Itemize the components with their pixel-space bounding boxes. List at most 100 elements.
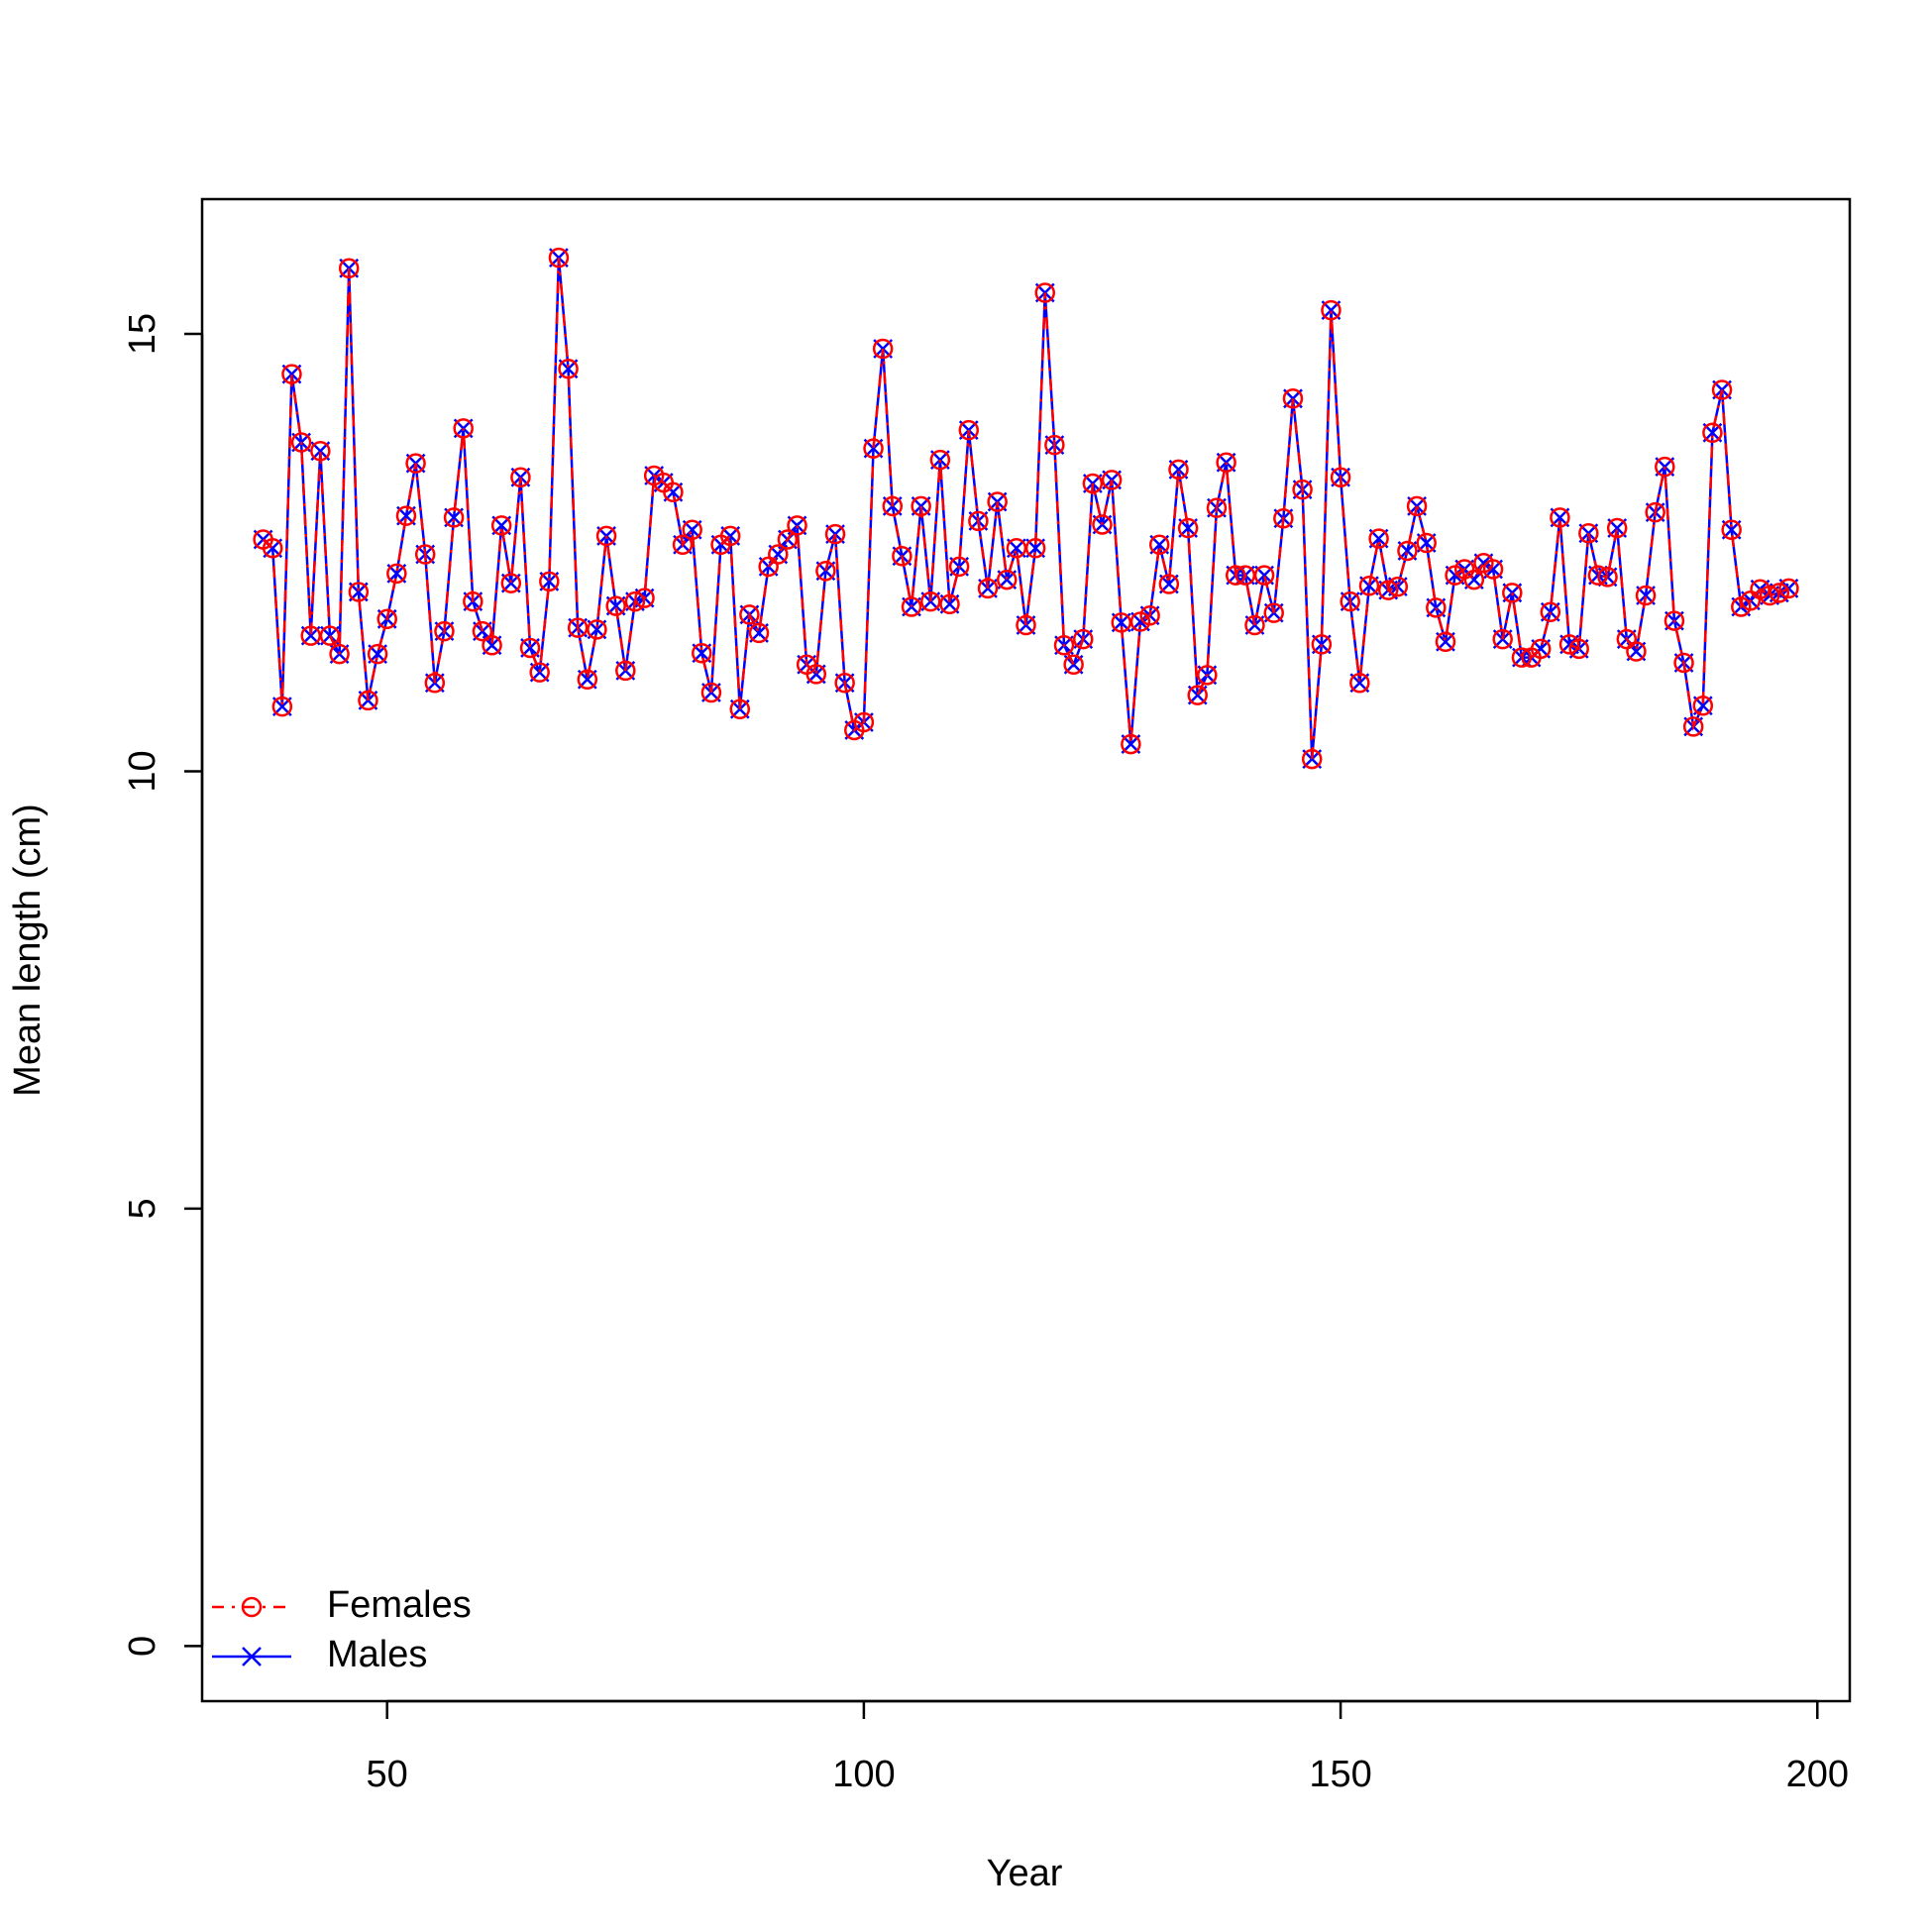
point xyxy=(634,588,655,608)
point xyxy=(1606,517,1628,539)
point xyxy=(539,571,560,592)
point xyxy=(958,419,980,441)
point xyxy=(882,495,904,517)
point xyxy=(1692,695,1714,716)
point xyxy=(977,578,999,599)
point xyxy=(911,495,931,517)
point xyxy=(386,563,407,585)
point xyxy=(1092,514,1113,535)
point xyxy=(405,453,426,474)
point xyxy=(615,660,636,682)
point xyxy=(510,467,531,488)
point xyxy=(768,544,789,565)
point xyxy=(805,664,827,685)
point xyxy=(1568,638,1589,660)
point xyxy=(672,534,694,556)
point xyxy=(1482,559,1504,580)
point xyxy=(1530,638,1552,660)
point xyxy=(558,359,579,379)
point xyxy=(863,438,884,459)
point xyxy=(338,258,360,279)
point xyxy=(929,449,951,471)
point xyxy=(1578,523,1599,544)
point xyxy=(1702,422,1723,443)
point xyxy=(853,711,875,733)
point xyxy=(262,538,283,559)
point xyxy=(1216,452,1236,474)
point xyxy=(1655,456,1675,478)
point xyxy=(920,590,941,612)
point xyxy=(1340,590,1360,612)
point xyxy=(1769,583,1790,603)
point xyxy=(729,698,751,720)
point xyxy=(1016,614,1036,636)
point xyxy=(1072,628,1094,650)
point xyxy=(1406,495,1428,517)
point xyxy=(1416,532,1437,554)
point xyxy=(1311,634,1333,655)
point xyxy=(348,582,370,602)
point xyxy=(1502,583,1523,603)
point xyxy=(577,669,598,690)
point xyxy=(519,637,541,659)
point xyxy=(1168,459,1189,481)
point xyxy=(463,590,483,612)
legend-marker xyxy=(241,1596,263,1618)
point xyxy=(376,608,397,630)
point xyxy=(1044,434,1065,456)
point xyxy=(624,590,646,612)
point xyxy=(1063,654,1084,675)
point xyxy=(1435,631,1456,653)
point xyxy=(1253,565,1275,586)
point xyxy=(567,617,589,638)
point xyxy=(719,525,741,547)
point xyxy=(1397,540,1418,562)
point xyxy=(1721,519,1742,540)
point xyxy=(1635,585,1657,606)
point xyxy=(872,338,894,360)
point xyxy=(395,505,417,526)
x-tick-label: 200 xyxy=(1786,1754,1849,1795)
point xyxy=(1301,748,1323,770)
point xyxy=(443,507,465,528)
point xyxy=(1550,507,1570,528)
point xyxy=(290,432,312,453)
point xyxy=(1558,634,1580,655)
point xyxy=(1368,528,1389,549)
point xyxy=(587,619,607,640)
point xyxy=(1148,534,1170,556)
point xyxy=(329,643,350,665)
legend-marker xyxy=(242,1647,262,1666)
point xyxy=(434,620,455,642)
point xyxy=(1673,652,1694,674)
point xyxy=(948,556,970,578)
point xyxy=(815,560,836,582)
y-tick-label: 5 xyxy=(122,1198,163,1219)
point xyxy=(987,491,1008,512)
point xyxy=(1626,641,1647,662)
legend-label: Males xyxy=(327,1634,427,1675)
point xyxy=(1292,479,1313,500)
point xyxy=(1597,567,1618,588)
point xyxy=(1034,282,1055,303)
point xyxy=(1711,379,1733,400)
y-axis-label: Mean length (cm) xyxy=(7,804,49,1097)
point xyxy=(748,622,770,644)
point xyxy=(1682,716,1704,737)
point xyxy=(1082,473,1104,494)
point xyxy=(787,515,807,536)
point xyxy=(1225,565,1246,586)
point xyxy=(1377,580,1399,600)
point xyxy=(1321,299,1342,321)
legend-label: Females xyxy=(327,1584,472,1626)
point xyxy=(1111,612,1131,633)
point xyxy=(595,525,617,547)
point xyxy=(1139,605,1160,626)
point xyxy=(319,625,341,646)
point xyxy=(1664,610,1685,631)
point xyxy=(968,510,989,532)
point xyxy=(824,523,846,545)
point xyxy=(1492,628,1513,650)
point xyxy=(490,515,512,536)
